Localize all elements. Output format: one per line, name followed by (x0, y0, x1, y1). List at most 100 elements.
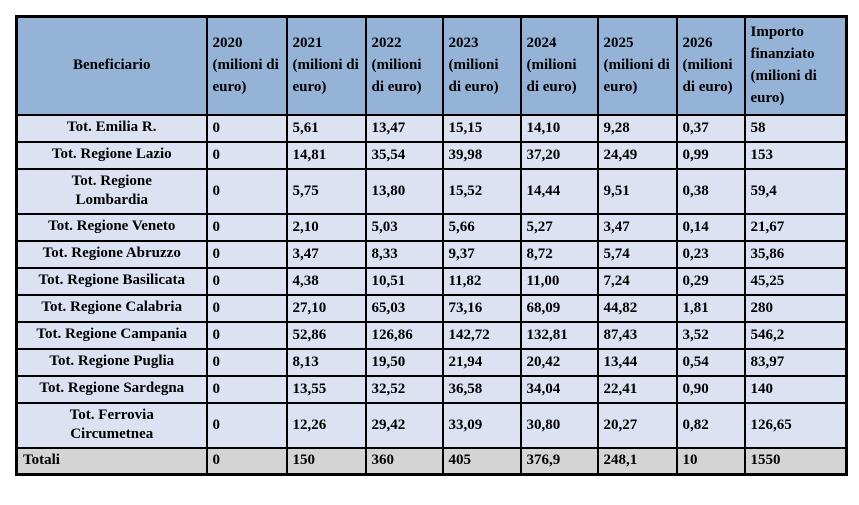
value-cell: 0 (205, 266, 288, 296)
value-cell: 5,74 (596, 239, 678, 269)
value-cell: 36,58 (441, 374, 522, 404)
value-cell: 39,98 (441, 140, 522, 170)
header-importo-finanziato: Importo finanziato (milioni di euro) (743, 15, 848, 116)
value-cell: 32,52 (364, 374, 444, 404)
value-cell: 58 (743, 113, 848, 143)
value-cell: 248,1 (596, 446, 678, 476)
table-row: Tot. Regione Puglia 0 8,13 19,50 21,94 20,42 1… (15, 347, 848, 377)
value-cell: 29,42 (364, 401, 444, 449)
table-row: Tot. Regione Calabria 0 27,10 65,03 73,16 68,… (15, 293, 848, 323)
value-cell: 8,33 (364, 239, 444, 269)
table-row: Tot. Regione Lazio 0 14,81 35,54 39,98 37,20 2… (15, 140, 848, 170)
table-row: Tot. Regione Veneto 0 2,10 5,03 5,66 5,27 3,47… (15, 212, 848, 242)
value-cell: 142,72 (441, 320, 522, 350)
value-cell: 13,80 (364, 167, 444, 215)
value-cell: 0,90 (675, 374, 746, 404)
value-cell: 0 (205, 239, 288, 269)
value-cell: 12,26 (285, 401, 367, 449)
value-cell: 0 (205, 140, 288, 170)
value-cell: 15,15 (441, 113, 522, 143)
value-cell: 20,42 (519, 347, 599, 377)
value-cell: 35,54 (364, 140, 444, 170)
value-cell: 73,16 (441, 293, 522, 323)
value-cell: 153 (743, 140, 848, 170)
header-2024: 2024 (milioni di euro) (519, 15, 599, 116)
row-label: Tot. Emilia R. (15, 113, 208, 143)
value-cell: 22,41 (596, 374, 678, 404)
value-cell: 30,80 (519, 401, 599, 449)
value-cell: 4,38 (285, 266, 367, 296)
value-cell: 65,03 (364, 293, 444, 323)
row-label: Tot. Regione Lombardia (15, 167, 208, 215)
value-cell: 126,86 (364, 320, 444, 350)
table-row: Tot. Regione Sardegna 0 13,55 32,52 36,58 34,… (15, 374, 848, 404)
row-label: Tot. Regione Veneto (15, 212, 208, 242)
value-cell: 9,28 (596, 113, 678, 143)
value-cell: 3,47 (596, 212, 678, 242)
value-cell: 0,38 (675, 167, 746, 215)
value-cell: 0 (205, 293, 288, 323)
value-cell: 19,50 (364, 347, 444, 377)
value-cell: 0 (205, 167, 288, 215)
value-cell: 0 (205, 347, 288, 377)
row-label: Tot. Regione Calabria (15, 293, 208, 323)
value-cell: 21,94 (441, 347, 522, 377)
value-cell: 44,82 (596, 293, 678, 323)
value-cell: 140 (743, 374, 848, 404)
value-cell: 21,67 (743, 212, 848, 242)
value-cell: 10,51 (364, 266, 444, 296)
value-cell: 0 (205, 320, 288, 350)
value-cell: 14,44 (519, 167, 599, 215)
header-2025: 2025 (milioni di euro) (596, 15, 678, 116)
table-row: Tot. Ferrovia Circumetnea 0 12,26 29,42 33,0… (15, 401, 848, 449)
value-cell: 35,86 (743, 239, 848, 269)
value-cell: 0 (205, 401, 288, 449)
value-cell: 10 (675, 446, 746, 476)
table-row: Tot. Regione Basilicata 0 4,38 10,51 11,82 11… (15, 266, 848, 296)
value-cell: 14,81 (285, 140, 367, 170)
value-cell: 1,81 (675, 293, 746, 323)
value-cell: 0,23 (675, 239, 746, 269)
value-cell: 5,27 (519, 212, 599, 242)
value-cell: 5,75 (285, 167, 367, 215)
header-2026: 2026 (milioni di euro) (675, 15, 746, 116)
value-cell: 0,14 (675, 212, 746, 242)
value-cell: 8,13 (285, 347, 367, 377)
table-row: Tot. Regione Lombardia 0 5,75 13,80 15,52 14,… (15, 167, 848, 215)
value-cell: 0,29 (675, 266, 746, 296)
value-cell: 2,10 (285, 212, 367, 242)
table-row: Tot. Regione Abruzzo 0 3,47 8,33 9,37 8,72 5,7… (15, 239, 848, 269)
row-label: Totali (15, 446, 208, 476)
header-row: Beneficiario 2020 (milioni di euro) 2021… (15, 15, 848, 116)
value-cell: 0,54 (675, 347, 746, 377)
value-cell: 5,03 (364, 212, 444, 242)
table-row: Tot. Emilia R. 0 5,61 13,47 15,15 14,10 9,28 0,… (15, 113, 848, 143)
totals-row: Totali 0 150 360 405 376,9 248,1 10 1550 (15, 446, 848, 476)
value-cell: 546,2 (743, 320, 848, 350)
value-cell: 13,55 (285, 374, 367, 404)
value-cell: 8,72 (519, 239, 599, 269)
value-cell: 132,81 (519, 320, 599, 350)
value-cell: 37,20 (519, 140, 599, 170)
value-cell: 52,86 (285, 320, 367, 350)
value-cell: 0 (205, 374, 288, 404)
header-2020: 2020 (milioni di euro) (205, 15, 288, 116)
value-cell: 126,65 (743, 401, 848, 449)
value-cell: 1550 (743, 446, 848, 476)
value-cell: 280 (743, 293, 848, 323)
value-cell: 7,24 (596, 266, 678, 296)
header-2023: 2023 (milioni di euro) (441, 15, 522, 116)
value-cell: 0,82 (675, 401, 746, 449)
row-label: Tot. Regione Lazio (15, 140, 208, 170)
header-2021: 2021 (milioni di euro) (285, 15, 367, 116)
value-cell: 9,37 (441, 239, 522, 269)
row-label: Tot. Regione Basilicata (15, 266, 208, 296)
value-cell: 27,10 (285, 293, 367, 323)
value-cell: 15,52 (441, 167, 522, 215)
value-cell: 34,04 (519, 374, 599, 404)
value-cell: 376,9 (519, 446, 599, 476)
value-cell: 11,82 (441, 266, 522, 296)
value-cell: 0,99 (675, 140, 746, 170)
value-cell: 150 (285, 446, 367, 476)
